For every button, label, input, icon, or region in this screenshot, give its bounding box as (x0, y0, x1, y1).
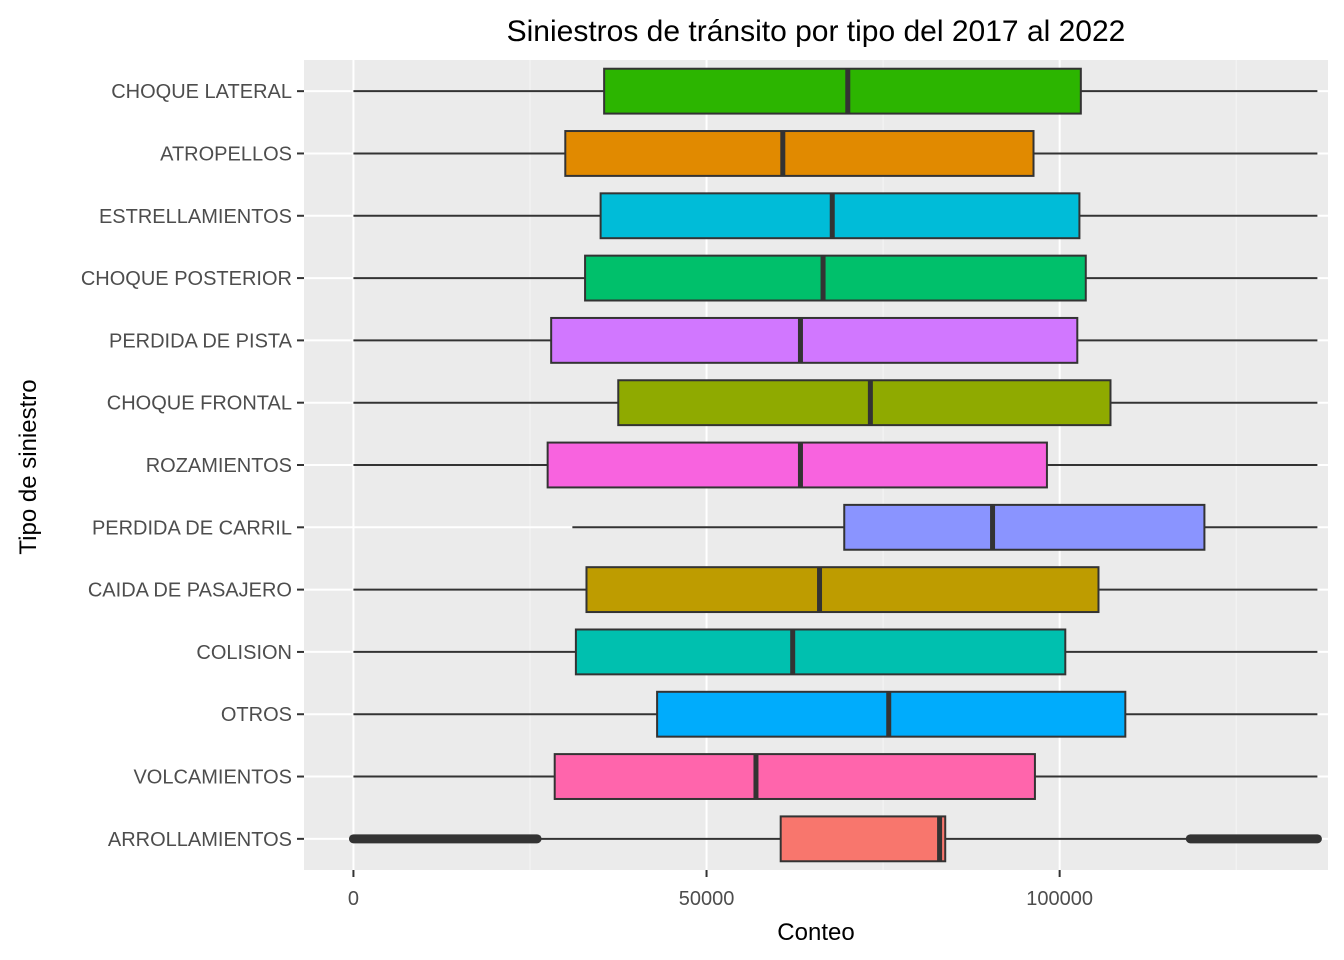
box-iqr (584, 254, 1087, 302)
box-iqr (603, 67, 1082, 115)
box-iqr (779, 815, 947, 863)
y-tick-label: PERDIDA DE CARRIL (92, 517, 292, 539)
box-iqr (546, 441, 1048, 489)
box-perdida-de-carril (572, 503, 1318, 551)
box-choque-frontal (353, 379, 1318, 427)
y-tick-label: CAIDA DE PASAJERO (88, 580, 292, 602)
box-iqr (550, 316, 1079, 364)
y-tick-label: ARROLLAMIENTOS (108, 829, 292, 851)
plot-panel (304, 60, 1328, 870)
box-atropellos (353, 130, 1318, 177)
box-perdida-de-pista (353, 316, 1318, 364)
box-iqr (617, 379, 1112, 427)
y-axis-title: Tipo de siniestro (15, 379, 42, 554)
y-tick-label: CHOQUE FRONTAL (107, 393, 292, 415)
box-iqr (843, 503, 1206, 551)
chart-title: Siniestros de tránsito por tipo del 2017… (507, 15, 1126, 48)
box-estrellamientos (353, 192, 1318, 240)
x-tick-label: 0 (348, 888, 359, 910)
box-iqr (553, 753, 1036, 800)
box-iqr (564, 130, 1035, 177)
box-choque-lateral (353, 67, 1318, 115)
box-rozamientos (353, 441, 1318, 489)
y-tick-label: ATROPELLOS (160, 143, 292, 165)
box-choque-posterior (353, 254, 1318, 302)
box-caida-de-pasajero (353, 566, 1318, 614)
y-tick-label: VOLCAMIENTOS (133, 767, 292, 789)
y-tick-label: OTROS (221, 704, 292, 726)
y-tick-label: CHOQUE LATERAL (111, 81, 292, 103)
box-iqr (574, 628, 1067, 676)
x-tick-label: 100000 (1026, 888, 1093, 910)
y-axis: CHOQUE LATERAL ATROPELLOS ESTRELLAMIENTOS C… (81, 81, 304, 851)
x-tick-label: 50000 (679, 888, 735, 910)
x-axis: 0 50000 100000 (348, 870, 1093, 910)
box-iqr (599, 192, 1081, 240)
y-tick-label: CHOQUE POSTERIOR (81, 268, 292, 290)
x-axis-title: Conteo (777, 919, 854, 946)
y-tick-label: COLISION (196, 642, 292, 664)
box-volcamientos (353, 753, 1318, 800)
box-arrollamientos (348, 815, 1322, 863)
y-tick-label: ROZAMIENTOS (146, 455, 292, 477)
y-tick-label: ESTRELLAMIENTOS (99, 206, 292, 228)
box-colision (353, 628, 1318, 676)
y-tick-label: PERDIDA DE PISTA (109, 330, 293, 352)
box-iqr (585, 566, 1100, 614)
box-otros (353, 690, 1318, 738)
